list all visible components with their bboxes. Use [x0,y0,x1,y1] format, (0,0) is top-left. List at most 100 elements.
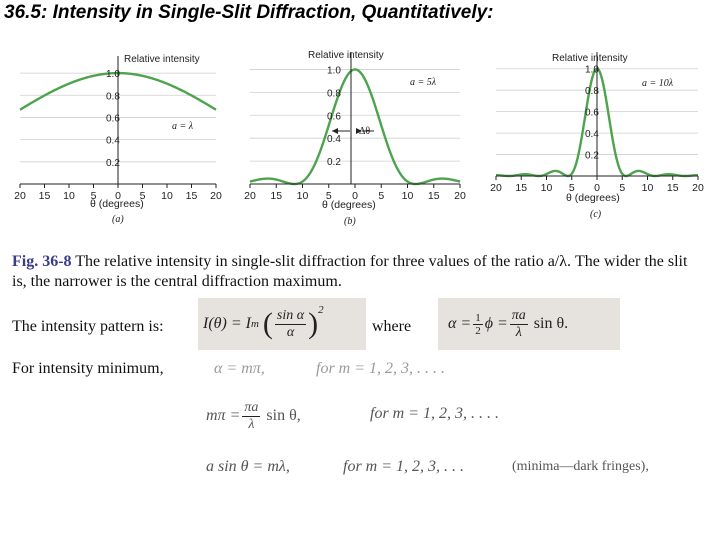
chart-a-xtick-label: 5 [91,190,97,202]
chart-b-annotation: a = 5λ [410,77,437,88]
chart-b-xtick-label: 10 [402,190,414,202]
chart-b-grid [250,69,460,162]
chart-c-panel-label: (c) [590,209,602,220]
chart-c-yticks: 1.0 0.8 0.6 0.4 0.2 [585,65,599,162]
chart-a-xtick-label: 10 [63,190,75,202]
alpha-m-pi: α = mπ, [214,360,265,377]
chart-b-ytick-label: 1.0 [327,65,341,76]
chart-c-ytick-label: 0.2 [585,151,599,162]
chart-b-svg: 20 15 10 5 0 5 10 15 20 1.0 0.8 0.6 0.4 0.2 Relative… [244,50,466,227]
delta-theta-marker: Δθ [332,126,374,137]
chart-panel-a: 20 15 10 5 0 5 10 15 20 1.0 0.8 0.6 0.4 0.2 Relative… [8,44,228,234]
chart-b-xtick-label: 15 [270,190,282,202]
chart-a-ytick-label: 0.8 [106,91,120,102]
chart-a-xtick-label: 0 [115,190,121,202]
for-m-line-1: for m = 1, 2, 3, . . . . [316,360,446,377]
intensity-pattern-intro: The intensity pattern is: [12,318,164,335]
intensity-lhs: I(θ) = I [203,315,251,332]
half-numerator: 1 [473,311,483,325]
chart-a-xtick-label: 10 [161,190,173,202]
chart-c-ytick-label: 0.8 [585,86,599,97]
figure-caption-label: Fig. 36-8 [12,253,72,270]
chart-a-xlabel: θ (degrees) [90,198,144,210]
chart-b-ytick-label: 0.2 [327,157,341,168]
chart-a-xtick-label: 15 [39,190,51,202]
figure-caption-text: The relative intensity in single-slit di… [12,253,688,290]
half-denominator: 2 [475,324,481,337]
square-exponent: 2 [318,304,324,316]
phi-eq-label: ϕ = [484,315,508,332]
sin-theta-comma: sin θ, [266,407,301,424]
chart-c-xtick-label: 20 [692,182,704,194]
lambda-denominator: λ [515,324,522,340]
chart-a-ytick-label: 1.0 [106,69,120,80]
intensity-sub: m [250,318,259,330]
chart-c-annotation: a = 10λ [642,78,674,89]
chart-c-xtick-label: 15 [515,182,527,194]
chart-a-xticks: 20 15 10 5 0 5 10 15 20 [14,184,222,202]
chart-c-xtick-label: 5 [619,182,625,194]
chart-b-ylabel: Relative intensity [308,50,384,61]
chart-b-xtick-label: 10 [297,190,309,202]
chart-c-xtick-label: 20 [490,182,502,194]
sin-alpha-numerator: sin α [274,307,307,325]
chart-a-xtick-label: 20 [210,190,222,202]
chart-b-yticks: 1.0 0.8 0.6 0.4 0.2 [327,65,341,168]
chart-a-xtick-label: 20 [14,190,26,202]
figure-caption: Fig. 36-8 The relative intensity in sing… [12,252,702,292]
chart-a-annotation: a = λ [172,121,194,132]
chart-b-ytick-label: 0.6 [327,111,341,122]
chart-c-ytick-label: 0.6 [585,108,599,119]
chart-c-xtick-label: 0 [594,182,600,194]
chart-b-panel-label: (b) [344,216,356,227]
chart-c-xtick-label: 10 [642,182,654,194]
minima-note: (minima—dark fringes), [512,459,649,474]
lambda-denominator-2: λ [248,416,255,432]
chart-c-ylabel: Relative intensity [552,53,628,64]
chart-a-ylabel: Relative intensity [124,54,200,65]
chart-b-ytick-label: 0.4 [327,134,341,145]
alpha-denominator: α [286,324,295,340]
for-m-line-3: for m = 1, 2, 3, . . . [343,458,465,475]
chart-b-ytick-label: 0.8 [327,88,341,99]
alpha-eq-label: α = [448,315,472,332]
pi-a-numerator: πa [509,307,528,325]
delta-theta-label: Δθ [359,126,370,137]
sin-theta-term: sin θ. [533,315,569,332]
chart-b-axes [250,52,460,185]
chart-panel-c: 20 15 10 5 0 5 10 15 20 1.0 0.8 0.6 0.4 0.2 Relative… [488,44,706,234]
m-pi-lhs: mπ = [206,407,241,424]
chart-a-panel-label: (a) [112,214,124,225]
pi-a-numerator-2: πa [242,399,261,417]
chart-c-xlabel: θ (degrees) [566,192,620,204]
chart-b-xtick-label: 0 [352,190,358,202]
chart-b-xtick-label: 5 [378,190,384,202]
chart-c-ytick-label: 0.4 [585,129,599,140]
chart-a-svg: 20 15 10 5 0 5 10 15 20 1.0 0.8 0.6 0.4 0.2 Relative… [14,54,222,225]
alpha-equation-box [438,298,620,350]
chart-b-xtick-label: 5 [326,190,332,202]
where-label: where [372,318,412,335]
chart-c-svg: 20 15 10 5 0 5 10 15 20 1.0 0.8 0.6 0.4 0.2 Relative… [490,52,704,220]
chart-b-xtick-label: 20 [454,190,466,202]
chart-b-xticks: 20 15 10 5 0 5 10 15 20 [244,184,466,202]
slide-title: 36.5: Intensity in Single-Slit Diffracti… [4,2,494,23]
chart-b-xtick-label: 15 [428,190,440,202]
chart-a-ytick-label: 0.4 [106,136,120,147]
chart-b-series-line [249,68,461,186]
chart-c-xtick-label: 15 [667,182,679,194]
chart-a-ytick-label: 0.6 [106,113,120,124]
for-m-line-2: for m = 1, 2, 3, . . . . [370,405,500,422]
chart-c-xticks: 20 15 10 5 0 5 10 15 20 [490,176,704,194]
chart-a-yticks: 1.0 0.8 0.6 0.4 0.2 [106,69,120,169]
a-sin-theta-equation: a sin θ = mλ, [206,458,290,475]
chart-b-xtick-label: 20 [244,190,256,202]
chart-c-ytick-label: 1.0 [585,65,599,76]
chart-panel-b: 20 15 10 5 0 5 10 15 20 1.0 0.8 0.6 0.4 0.2 Relative… [238,44,466,234]
chart-c-xtick-label: 10 [541,182,553,194]
minimum-intro: For intensity minimum, [12,360,164,377]
chart-b-xlabel: θ (degrees) [322,199,376,211]
chart-b-curve [249,68,461,186]
